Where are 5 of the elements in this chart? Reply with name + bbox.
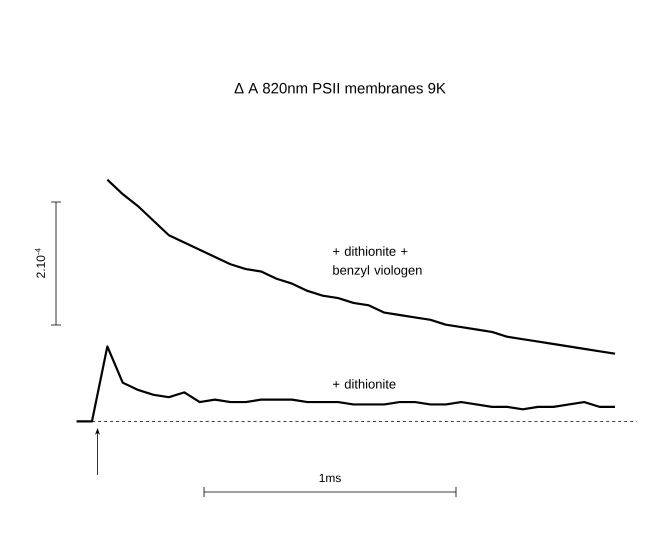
series-label: + dithionite	[333, 379, 396, 389]
series-label: + dithionite + benzyl viologen	[333, 246, 422, 278]
chart-title: Δ A 820nm PSII membranes 9K	[234, 82, 446, 94]
text: 2.10$^{-4}$	[35, 248, 45, 278]
text: 1ms	[320, 474, 341, 482]
